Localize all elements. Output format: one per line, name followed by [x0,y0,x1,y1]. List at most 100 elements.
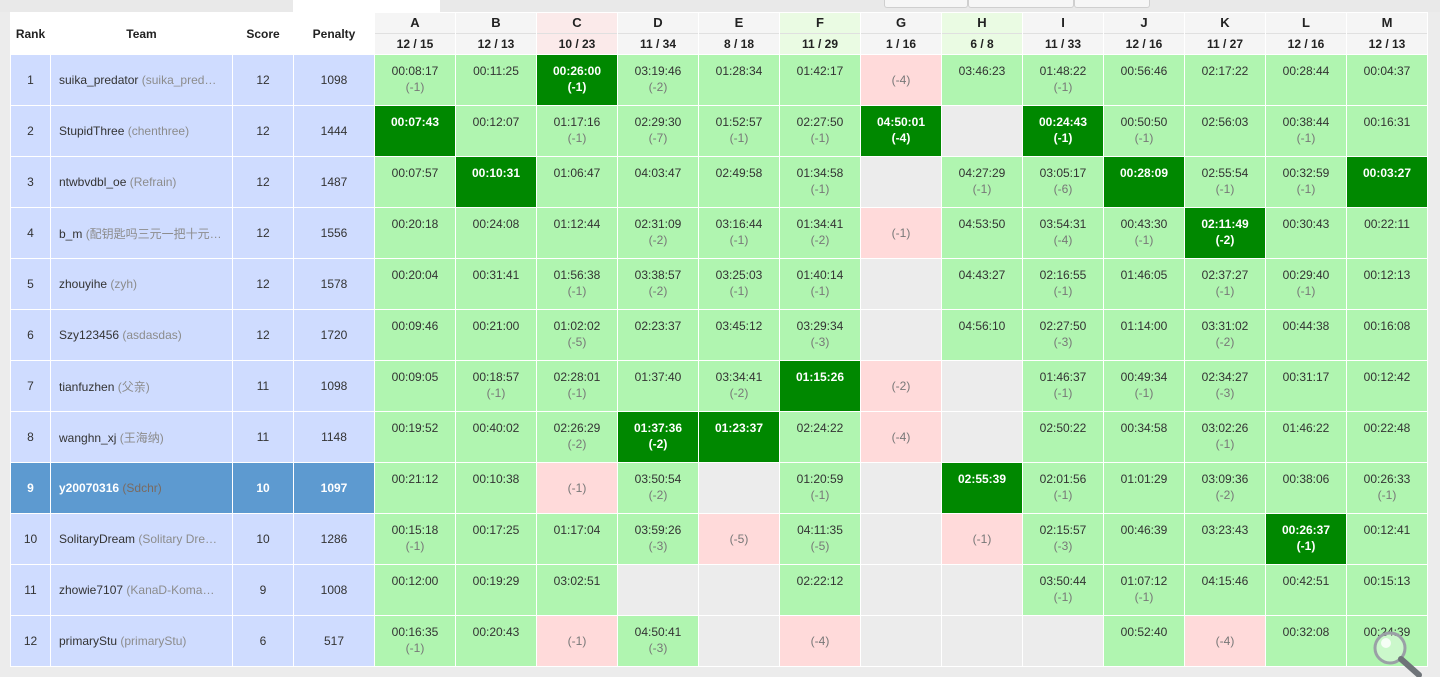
submission-cell-k[interactable]: 02:11:49 (-2) [1184,207,1266,259]
submission-cell-j[interactable]: 00:46:39 [1103,513,1185,565]
submission-cell-h[interactable]: (-1) [941,513,1023,565]
submission-cell-a[interactable]: 00:08:17 (-1) [374,54,456,106]
submission-cell-b[interactable]: 00:19:29 [455,564,537,616]
submission-cell-a[interactable]: 00:07:57 [374,156,456,208]
submission-cell-l[interactable]: 00:38:06 [1265,462,1347,514]
submission-cell-b[interactable]: 00:21:00 [455,309,537,361]
submission-cell-d[interactable]: 04:03:47 [617,156,699,208]
submission-cell-m[interactable]: 00:03:27 [1346,156,1428,208]
submission-cell-f[interactable]: 01:34:58 (-1) [779,156,861,208]
submission-cell-l[interactable]: 00:42:51 [1265,564,1347,616]
problem-header-g[interactable]: G 1 / 16 [860,12,942,55]
submission-cell-l[interactable]: 00:44:38 [1265,309,1347,361]
submission-cell-a[interactable]: 00:20:18 [374,207,456,259]
submission-cell-f[interactable]: 02:24:22 [779,411,861,463]
submission-cell-k[interactable]: 02:37:27 (-1) [1184,258,1266,310]
submission-cell-l[interactable]: 00:31:17 [1265,360,1347,412]
problem-header-h[interactable]: H 6 / 8 [941,12,1023,55]
submission-cell-b[interactable]: 00:20:43 [455,615,537,667]
submission-cell-f[interactable]: 03:29:34 (-3) [779,309,861,361]
team-name[interactable]: primaryStu [59,634,118,648]
submission-cell-f[interactable]: 01:15:26 [779,360,861,412]
team-name[interactable]: tianfuzhen [59,379,115,394]
submission-cell-e[interactable]: (-5) [698,513,780,565]
filter-control-3[interactable] [1074,0,1150,8]
submission-cell-h[interactable]: 03:46:23 [941,54,1023,106]
submission-cell-l[interactable]: 00:26:37 (-1) [1265,513,1347,565]
submission-cell-i[interactable]: 03:54:31 (-4) [1022,207,1104,259]
submission-cell-a[interactable]: 00:19:52 [374,411,456,463]
team-cell[interactable]: ntwbvdbl_oe (Refrain) [50,156,233,208]
submission-cell-l[interactable]: 01:46:22 [1265,411,1347,463]
problem-header-l[interactable]: L 12 / 16 [1265,12,1347,55]
submission-cell-k[interactable]: 04:15:46 [1184,564,1266,616]
submission-cell-b[interactable]: 00:17:25 [455,513,537,565]
active-tab-strip[interactable] [293,0,440,12]
team-name[interactable]: Szy123456 [59,328,120,342]
submission-cell-a[interactable]: 00:09:05 [374,360,456,412]
submission-cell-l[interactable]: 00:32:59 (-1) [1265,156,1347,208]
submission-cell-g[interactable]: (-4) [860,54,942,106]
problem-header-d[interactable]: D 11 / 34 [617,12,699,55]
submission-cell-m[interactable]: 00:12:42 [1346,360,1428,412]
submission-cell-m[interactable]: 00:12:13 [1346,258,1428,310]
submission-cell-f[interactable]: 02:27:50 (-1) [779,105,861,157]
submission-cell-l[interactable]: 00:38:44 (-1) [1265,105,1347,157]
submission-cell-h[interactable]: 04:27:29 (-1) [941,156,1023,208]
submission-cell-i[interactable]: 03:50:44 (-1) [1022,564,1104,616]
submission-cell-a[interactable]: 00:12:00 [374,564,456,616]
problem-header-b[interactable]: B 12 / 13 [455,12,537,55]
submission-cell-d[interactable]: 02:31:09 (-2) [617,207,699,259]
submission-cell-e[interactable]: 01:23:37 [698,411,780,463]
submission-cell-b[interactable]: 00:11:25 [455,54,537,106]
submission-cell-f[interactable]: 02:22:12 [779,564,861,616]
submission-cell-c[interactable]: 01:06:47 [536,156,618,208]
submission-cell-h[interactable]: 04:56:10 [941,309,1023,361]
submission-cell-f[interactable]: 01:20:59 (-1) [779,462,861,514]
submission-cell-c[interactable]: 02:28:01 (-1) [536,360,618,412]
filter-control-2[interactable] [968,0,1074,8]
submission-cell-j[interactable]: 00:43:30 (-1) [1103,207,1185,259]
submission-cell-d[interactable]: 03:38:57 (-2) [617,258,699,310]
submission-cell-a[interactable]: 00:09:46 [374,309,456,361]
team-row[interactable]: 1 suika_predator (suika_pred… 12 1098 00:08:… [10,54,1428,106]
submission-cell-k[interactable]: 03:09:36 (-2) [1184,462,1266,514]
submission-cell-m[interactable]: 00:12:41 [1346,513,1428,565]
submission-cell-h[interactable]: 04:53:50 [941,207,1023,259]
filter-control-1[interactable] [884,0,968,8]
submission-cell-m[interactable]: 00:22:11 [1346,207,1428,259]
team-cell[interactable]: SolitaryDream (Solitary Dre… [50,513,233,565]
submission-cell-g[interactable]: (-2) [860,360,942,412]
submission-cell-l[interactable]: 00:32:08 [1265,615,1347,667]
team-cell[interactable]: zhouyihe (zyh) [50,258,233,310]
submission-cell-e[interactable]: 02:49:58 [698,156,780,208]
submission-cell-i[interactable]: 03:05:17 (-6) [1022,156,1104,208]
submission-cell-i[interactable]: 01:48:22 (-1) [1022,54,1104,106]
submission-cell-b[interactable]: 00:12:07 [455,105,537,157]
submission-cell-d[interactable]: 01:37:36 (-2) [617,411,699,463]
magnifier-icon[interactable] [1372,630,1424,677]
submission-cell-m[interactable]: 00:24:39 [1346,615,1428,667]
team-name[interactable]: wanghn_xj [59,430,117,445]
submission-cell-k[interactable]: 03:31:02 (-2) [1184,309,1266,361]
submission-cell-e[interactable]: 03:16:44 (-1) [698,207,780,259]
submission-cell-b[interactable]: 00:24:08 [455,207,537,259]
submission-cell-m[interactable]: 00:16:08 [1346,309,1428,361]
submission-cell-i[interactable]: 02:01:56 (-1) [1022,462,1104,514]
problem-header-j[interactable]: J 12 / 16 [1103,12,1185,55]
submission-cell-d[interactable]: 04:50:41 (-3) [617,615,699,667]
submission-cell-d[interactable]: 02:23:37 [617,309,699,361]
team-row[interactable]: 6 Szy123456 (asdasdas) 12 1720 00:09:46 00:21… [10,309,1428,361]
team-name[interactable]: zhowie7107 [59,583,124,597]
team-row[interactable]: 11 zhowie7107 (KanaD-Koma… 9 1008 00:12:00 00… [10,564,1428,616]
team-header[interactable]: Team [50,12,233,55]
submission-cell-c[interactable]: 01:17:16 (-1) [536,105,618,157]
submission-cell-f[interactable]: 01:34:41 (-2) [779,207,861,259]
team-cell[interactable]: primaryStu (primaryStu) [50,615,233,667]
penalty-header[interactable]: Penalty [293,12,375,55]
submission-cell-b[interactable]: 00:40:02 [455,411,537,463]
submission-cell-i[interactable]: 02:16:55 (-1) [1022,258,1104,310]
submission-cell-b[interactable]: 00:10:31 [455,156,537,208]
team-cell[interactable]: StupidThree (chenthree) [50,105,233,157]
submission-cell-k[interactable]: 02:34:27 (-3) [1184,360,1266,412]
